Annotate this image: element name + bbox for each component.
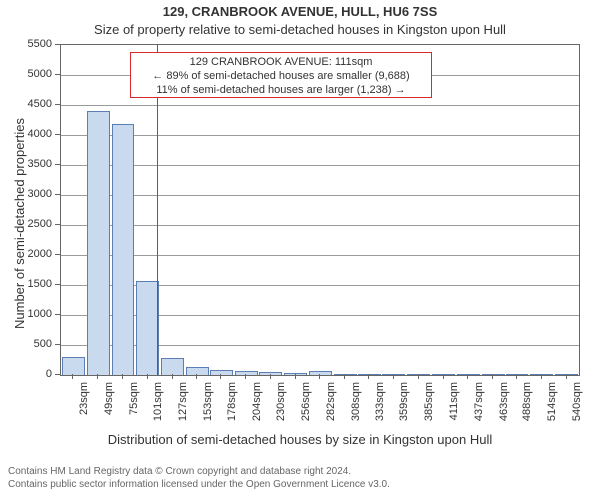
x-tick-label: 488sqm (521, 382, 533, 432)
x-tick-label: 385sqm (423, 382, 435, 432)
x-tick (393, 374, 394, 379)
annotation-line-1: 129 CRANBROOK AVENUE: 111sqm (135, 55, 427, 69)
y-tick-label: 1000 (12, 308, 52, 320)
y-tick-label: 2000 (12, 248, 52, 260)
y-tick (55, 134, 60, 135)
x-tick-label: 437sqm (473, 382, 485, 432)
x-tick (295, 374, 296, 379)
y-tick-label: 5000 (12, 68, 52, 80)
x-tick-label: 282sqm (325, 382, 337, 432)
x-tick (72, 374, 73, 379)
footer-line-1: Contains HM Land Registry data © Crown c… (8, 466, 390, 479)
y-tick (55, 104, 60, 105)
x-axis-label: Distribution of semi-detached houses by … (0, 432, 600, 447)
y-tick (55, 44, 60, 45)
x-tick-label: 230sqm (275, 382, 287, 432)
x-tick (220, 374, 221, 379)
y-gridline (61, 165, 579, 166)
x-tick (541, 374, 542, 379)
histogram-bar (62, 357, 85, 375)
y-tick-label: 2500 (12, 218, 52, 230)
y-gridline (61, 105, 579, 106)
x-tick-label: 514sqm (546, 382, 558, 432)
chart-subtitle: Size of property relative to semi-detach… (0, 22, 600, 37)
y-tick-label: 0 (12, 368, 52, 380)
x-tick-label: 308sqm (350, 382, 362, 432)
footer-line-2: Contains public sector information licen… (8, 479, 390, 492)
annotation-line-3: 11% of semi-detached houses are larger (… (135, 83, 427, 97)
footer-attribution: Contains HM Land Registry data © Crown c… (8, 466, 390, 491)
x-tick (344, 374, 345, 379)
chart-title: 129, CRANBROOK AVENUE, HULL, HU6 7SS (0, 4, 600, 19)
x-tick-label: 127sqm (177, 382, 189, 432)
histogram-bar (136, 281, 159, 375)
x-tick-label: 359sqm (398, 382, 410, 432)
y-gridline (61, 135, 579, 136)
x-tick (492, 374, 493, 379)
y-gridline (61, 255, 579, 256)
x-tick-label: 540sqm (571, 382, 583, 432)
y-tick (55, 254, 60, 255)
x-tick (566, 374, 567, 379)
x-tick (368, 374, 369, 379)
x-tick-label: 23sqm (78, 382, 90, 432)
y-tick (55, 284, 60, 285)
y-tick (55, 344, 60, 345)
x-tick-label: 101sqm (152, 382, 164, 432)
y-tick-label: 3000 (12, 188, 52, 200)
y-tick (55, 164, 60, 165)
histogram-bar (334, 374, 357, 375)
histogram-bar (87, 111, 110, 375)
x-tick-label: 153sqm (202, 382, 214, 432)
x-tick (122, 374, 123, 379)
x-tick (245, 374, 246, 379)
y-tick (55, 374, 60, 375)
y-tick (55, 314, 60, 315)
x-tick (467, 374, 468, 379)
y-tick-label: 3500 (12, 158, 52, 170)
x-tick (516, 374, 517, 379)
annotation-callout: 129 CRANBROOK AVENUE: 111sqm← 89% of sem… (130, 52, 432, 98)
x-tick (319, 374, 320, 379)
x-tick-label: 411sqm (448, 382, 460, 432)
x-tick (172, 374, 173, 379)
histogram-bar (112, 124, 135, 375)
y-tick (55, 74, 60, 75)
x-tick-label: 204sqm (251, 382, 263, 432)
histogram-bar (259, 372, 282, 375)
x-tick-label: 49sqm (103, 382, 115, 432)
x-tick-label: 333sqm (374, 382, 386, 432)
y-tick (55, 224, 60, 225)
x-tick-label: 463sqm (498, 382, 510, 432)
histogram-bar (457, 374, 480, 375)
y-tick-label: 500 (12, 338, 52, 350)
x-tick (418, 374, 419, 379)
histogram-bar (161, 358, 184, 375)
y-tick-label: 1500 (12, 278, 52, 290)
chart-container: { "title": "129, CRANBROOK AVENUE, HULL,… (0, 0, 600, 500)
x-tick-label: 256sqm (300, 382, 312, 432)
y-tick-label: 4000 (12, 128, 52, 140)
x-tick (196, 374, 197, 379)
histogram-bar (210, 370, 233, 375)
y-gridline (61, 195, 579, 196)
y-tick (55, 194, 60, 195)
y-tick-label: 5500 (12, 38, 52, 50)
x-tick (270, 374, 271, 379)
y-tick-label: 4500 (12, 98, 52, 110)
annotation-line-2: ← 89% of semi-detached houses are smalle… (135, 69, 427, 83)
histogram-bar (530, 374, 553, 375)
x-tick-label: 75sqm (128, 382, 140, 432)
x-tick (97, 374, 98, 379)
x-tick (443, 374, 444, 379)
y-gridline (61, 225, 579, 226)
x-tick (147, 374, 148, 379)
x-tick-label: 178sqm (226, 382, 238, 432)
